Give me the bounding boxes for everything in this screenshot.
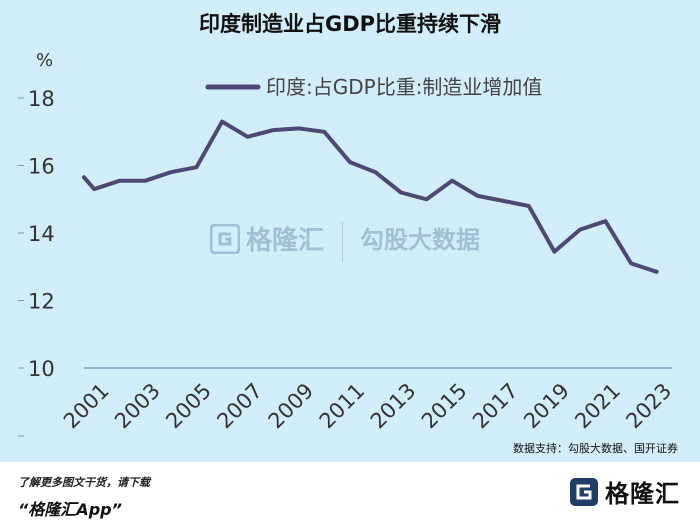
y-tick-label: 16 <box>28 155 55 179</box>
legend-label: 印度:占GDP比重:制造业增加值 <box>266 75 542 99</box>
data-point <box>271 128 275 132</box>
data-point <box>143 179 147 183</box>
chart-title: 印度制造业占GDP比重持续下滑 <box>198 12 502 36</box>
y-axis-unit: % <box>36 50 53 71</box>
data-point <box>92 187 96 191</box>
series-line <box>82 119 659 274</box>
x-tick-label: 2021 <box>570 379 625 434</box>
data-point <box>246 135 250 139</box>
brand-logo-icon <box>570 477 598 506</box>
x-tick-label: 2007 <box>212 379 267 434</box>
series <box>82 119 659 274</box>
y-tick-label: 12 <box>28 290 55 314</box>
data-point <box>527 204 531 208</box>
data-point <box>297 126 301 130</box>
app-name: “格隆汇App” <box>18 500 122 519</box>
data-point <box>399 191 403 194</box>
source-note: 数据支持：勾股大数据、国开证券 <box>513 442 678 455</box>
x-tick-label: 2009 <box>264 379 319 434</box>
data-point <box>82 175 86 179</box>
data-point <box>552 250 556 254</box>
data-point <box>450 179 454 183</box>
data-point <box>501 199 505 203</box>
brand-logo-icon <box>210 223 240 254</box>
y-tick-label: 18 <box>28 87 55 111</box>
data-point <box>118 179 122 183</box>
data-point <box>629 261 633 265</box>
footer-logo[interactable]: 格隆汇 <box>569 474 680 509</box>
line-chart: %101214161820012003200520072009201120132… <box>18 50 676 437</box>
data-point <box>476 194 480 198</box>
x-tick-label: 2003 <box>110 379 165 434</box>
y-tick-label: 10 <box>28 357 55 381</box>
x-tick-label: 2017 <box>468 379 523 434</box>
promo-text: 了解更多图文干货，请下载 <box>18 476 150 489</box>
watermark-brand-text: 格隆汇 <box>246 226 325 256</box>
data-point <box>348 160 352 164</box>
x-tick-label: 2015 <box>417 379 472 434</box>
watermark-partner: 勾股大数据 <box>360 226 480 254</box>
x-tick-label: 2023 <box>621 379 676 434</box>
axes: %101214161820012003200520072009201120132… <box>18 50 676 437</box>
data-point <box>322 130 326 134</box>
x-tick-label: 2005 <box>161 379 216 434</box>
x-tick-label: 2019 <box>519 379 574 434</box>
footer: 了解更多图文干货，请下载 “格隆汇App” 格隆汇 <box>0 462 700 529</box>
watermark-brand: 格隆汇 <box>210 220 324 257</box>
data-point <box>373 170 377 174</box>
legend: 印度:占GDP比重:制造业增加值 <box>205 75 542 99</box>
data-point <box>604 219 608 223</box>
x-tick-label: 2011 <box>315 379 370 434</box>
y-tick-label: 14 <box>28 222 55 246</box>
data-point <box>169 170 173 174</box>
watermark-divider <box>342 222 343 262</box>
x-tick-label: 2013 <box>366 379 421 434</box>
data-point <box>425 197 429 201</box>
data-point <box>578 228 582 232</box>
x-tick-label: 2001 <box>59 379 114 434</box>
footer-logo-text: 格隆汇 <box>605 480 680 508</box>
data-point <box>194 165 198 169</box>
data-point <box>655 270 659 274</box>
data-point <box>220 120 224 124</box>
